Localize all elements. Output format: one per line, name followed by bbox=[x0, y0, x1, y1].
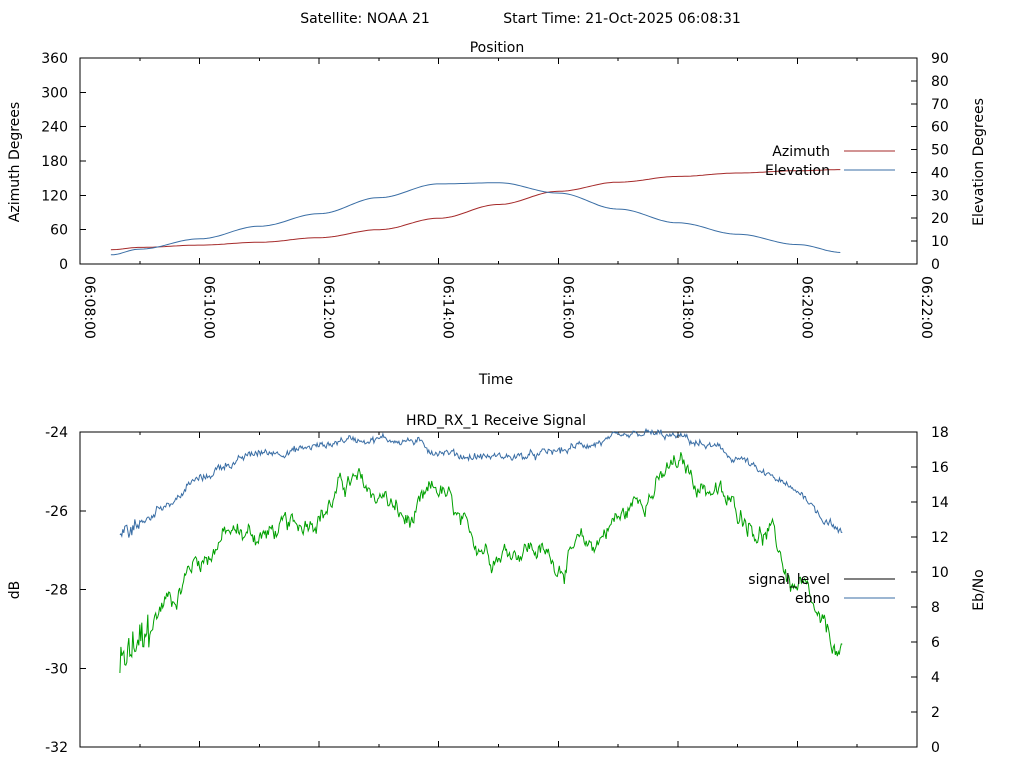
signal-right-tick-label: 12 bbox=[931, 530, 949, 546]
position-right-tick-label: 50 bbox=[931, 143, 949, 159]
position-right-tick-label: 80 bbox=[931, 74, 949, 90]
position-right-tick-label: 30 bbox=[931, 188, 949, 204]
receive-signal-chart-title: HRD_RX_1 Receive Signal bbox=[406, 413, 586, 429]
position-x-tick-label: 06:22:00 bbox=[918, 276, 934, 339]
position-chart: Position Azimuth Degrees Elevation Degre… bbox=[7, 40, 987, 388]
ebno-axis-title: Eb/No bbox=[971, 569, 987, 611]
signal-level-line bbox=[119, 452, 843, 674]
position-x-tick-label: 06:16:00 bbox=[559, 276, 575, 339]
db-axis-title: dB bbox=[7, 581, 23, 600]
ebno-line bbox=[119, 427, 843, 538]
position-left-tick-label: 0 bbox=[59, 257, 68, 273]
signal-left-tick-label: -24 bbox=[45, 425, 68, 441]
signal-left-tick-label: -26 bbox=[45, 504, 68, 520]
position-x-tick-label: 06:20:00 bbox=[798, 276, 814, 339]
signal-right-tick-label: 0 bbox=[931, 740, 940, 756]
azimuth-line bbox=[110, 169, 841, 251]
signal-right-tick-label: 16 bbox=[931, 460, 949, 476]
position-right-tick-label: 0 bbox=[931, 257, 940, 273]
signal-right-tick-label: 6 bbox=[931, 635, 940, 651]
position-right-tick-label: 90 bbox=[931, 51, 949, 67]
signal-right-tick-label: 18 bbox=[931, 425, 949, 441]
position-right-tick-label: 60 bbox=[931, 120, 949, 136]
time-axis-title: Time bbox=[478, 372, 513, 388]
signal-level-legend-label: signal_level bbox=[748, 572, 830, 588]
position-plot-frame bbox=[79, 57, 918, 265]
position-chart-title: Position bbox=[470, 40, 525, 56]
signal-left-tick-label: -32 bbox=[45, 740, 68, 756]
position-x-tick-label: 06:18:00 bbox=[679, 276, 695, 339]
position-right-tick-label: 20 bbox=[931, 211, 949, 227]
signal-right-tick-label: 4 bbox=[931, 670, 940, 686]
signal-right-tick-label: 8 bbox=[931, 600, 940, 616]
receive-signal-chart: HRD_RX_1 Receive Signal dB Eb/No -32 -30 -… bbox=[7, 413, 987, 756]
signal-left-tick-label: -28 bbox=[45, 583, 68, 599]
position-x-tick-label: 06:14:00 bbox=[440, 276, 456, 339]
elevation-axis-title: Elevation Degrees bbox=[971, 98, 987, 226]
position-right-tick-label: 40 bbox=[931, 165, 949, 181]
position-left-tick-label: 120 bbox=[41, 188, 68, 204]
elevation-line bbox=[110, 182, 841, 256]
signal-right-tick-label: 10 bbox=[931, 565, 949, 581]
azimuth-axis-title: Azimuth Degrees bbox=[7, 102, 23, 222]
position-left-tick-label: 180 bbox=[41, 154, 68, 170]
position-left-tick-label: 240 bbox=[41, 120, 68, 136]
position-right-tick-label: 10 bbox=[931, 234, 949, 250]
position-x-tick-label: 06:10:00 bbox=[201, 276, 217, 339]
ebno-legend-label: ebno bbox=[795, 591, 830, 607]
position-left-tick-label: 60 bbox=[50, 223, 68, 239]
position-x-tick-label: 06:12:00 bbox=[320, 276, 336, 339]
signal-right-tick-label: 2 bbox=[931, 705, 940, 721]
satellite-label: Satellite: NOAA 21 bbox=[300, 11, 430, 27]
signal-right-tick-label: 14 bbox=[931, 495, 949, 511]
azimuth-legend-label: Azimuth bbox=[772, 144, 830, 160]
position-right-tick-label: 70 bbox=[931, 97, 949, 113]
elevation-legend-label: Elevation bbox=[765, 163, 830, 179]
position-left-tick-label: 300 bbox=[41, 85, 68, 101]
signal-left-tick-label: -30 bbox=[45, 661, 68, 677]
position-left-tick-label: 360 bbox=[41, 51, 68, 67]
start-time-label: Start Time: 21-Oct-2025 06:08:31 bbox=[503, 11, 741, 27]
position-x-tick-label: 06:08:00 bbox=[81, 276, 97, 339]
